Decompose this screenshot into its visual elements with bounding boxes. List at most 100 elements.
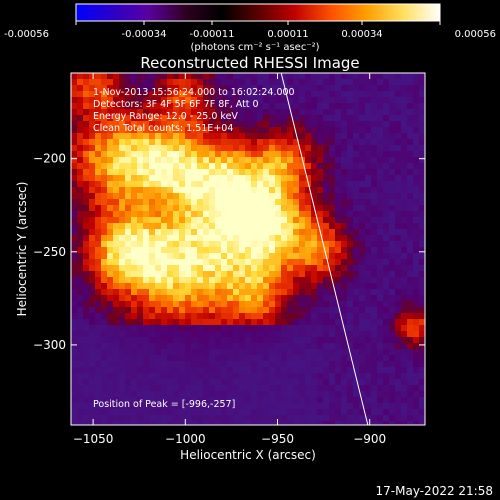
heatmap-cell [203,283,210,290]
heatmap-cell [203,265,210,272]
heatmap-cell [251,121,258,128]
heatmap-cell [77,283,84,290]
heatmap-cell [95,331,102,338]
heatmap-cell [95,223,102,230]
heatmap-cell [413,103,420,110]
heatmap-cell [191,271,198,278]
heatmap-cell [263,175,270,182]
heatmap-cell [395,121,402,128]
heatmap-cell [191,247,198,254]
heatmap-cell [179,163,186,170]
heatmap-cell [389,379,396,386]
heatmap-cell [179,169,186,176]
heatmap-cell [413,247,420,254]
heatmap-cell [71,187,78,194]
heatmap-cell [329,361,336,368]
heatmap-cell [77,187,84,194]
heatmap-cell [365,127,372,134]
heatmap-cell [341,205,348,212]
heatmap-cell [173,187,180,194]
heatmap-cell [83,325,90,332]
heatmap-cell [257,283,264,290]
heatmap-cell [419,277,425,284]
colorbar-unit-label: (photons cm⁻² s⁻¹ asec⁻²) [190,42,319,53]
heatmap-cell [221,157,228,164]
heatmap-cell [167,355,174,362]
heatmap-cell [215,151,222,158]
heatmap-cell [167,415,174,422]
heatmap-cell [323,229,330,236]
heatmap-cell [77,379,84,386]
heatmap-cell [143,367,150,374]
heatmap-cell [203,421,210,425]
heatmap-cell [215,421,222,425]
heatmap-cell [83,247,90,254]
heatmap-cell [149,337,156,344]
heatmap-cell [353,379,360,386]
heatmap-cell [191,151,198,158]
heatmap-cell [335,73,342,80]
heatmap-cell [203,277,210,284]
annotation-energy-range: Energy Range: 12.0 - 25.0 keV [93,111,238,122]
heatmap-cell [197,349,204,356]
heatmap-cell [317,325,324,332]
plot-frame [70,72,426,426]
heatmap-cell [101,301,108,308]
heatmap-cell [71,193,78,200]
heatmap-cell [71,337,78,344]
heatmap-cell [239,265,246,272]
heatmap-cell [155,139,162,146]
heatmap-cell [299,361,306,368]
heatmap-cell [389,73,396,80]
heatmap-cell [143,325,150,332]
heatmap-cell [275,361,282,368]
heatmap-cell [293,295,300,302]
heatmap-cell [245,145,252,152]
heatmap-cell [311,415,318,422]
heatmap-cell [107,331,114,338]
heatmap-cell [179,85,186,92]
heatmap-cell [371,259,378,266]
heatmap-cell [191,91,198,98]
heatmap-cell [413,379,420,386]
heatmap-cell [263,241,270,248]
heatmap-cell [389,79,396,86]
heatmap-cell [287,409,294,416]
heatmap-cell [83,283,90,290]
heatmap-cell [413,133,420,140]
heatmap-cell [239,343,246,350]
heatmap-cell [395,355,402,362]
heatmap-cell [137,217,144,224]
heatmap-cell [245,91,252,98]
heatmap-cell [131,235,138,242]
heatmap-cell [191,241,198,248]
heatmap-cell [233,217,240,224]
heatmap-cell [245,421,252,425]
heatmap-cell [125,163,132,170]
heatmap-cell [113,169,120,176]
heatmap-cell [119,277,126,284]
heatmap-cell [395,367,402,374]
heatmap-cell [149,349,156,356]
heatmap-cell [353,235,360,242]
heatmap-cell [269,277,276,284]
heatmap-cell [335,133,342,140]
heatmap-cell [263,121,270,128]
heatmap-cell [107,193,114,200]
heatmap-cell [209,193,216,200]
heatmap-cell [353,169,360,176]
heatmap-cell [185,235,192,242]
heatmap-cell [353,283,360,290]
heatmap-cell [293,367,300,374]
heatmap-cell [173,289,180,296]
heatmap-cell [311,301,318,308]
heatmap-cell [143,391,150,398]
heatmap-cell [161,337,168,344]
heatmap-cell [203,367,210,374]
heatmap-cell [347,307,354,314]
heatmap-cell [167,277,174,284]
heatmap-cell [77,91,84,98]
heatmap-cell [335,187,342,194]
heatmap-cell [245,85,252,92]
heatmap-cell [317,259,324,266]
